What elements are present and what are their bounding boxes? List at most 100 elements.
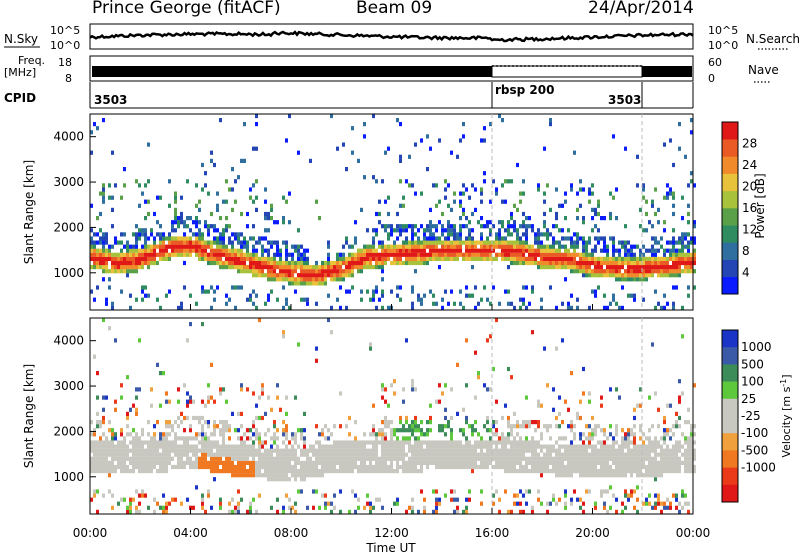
- power-cell: [96, 232, 99, 237]
- power-cell: [315, 301, 318, 306]
- power-cell: [360, 256, 363, 261]
- power-cell: [615, 301, 618, 306]
- velocity-cell: [135, 456, 138, 461]
- power-cell: [411, 256, 414, 261]
- velocity-cell: [516, 456, 519, 461]
- power-cell: [642, 244, 645, 249]
- power-cell: [630, 265, 633, 270]
- velocity-cell: [384, 420, 387, 425]
- power-cell: [237, 236, 240, 241]
- velocity-cell: [135, 505, 138, 510]
- velocity-cell: [396, 456, 399, 461]
- power-cell: [612, 256, 615, 261]
- velocity-cell: [312, 469, 315, 474]
- velocity-cell: [606, 473, 609, 478]
- power-cell: [654, 289, 657, 294]
- velocity-cell: [417, 509, 420, 514]
- velocity-cell: [129, 440, 132, 445]
- velocity-cell: [123, 497, 126, 502]
- power-cell: [672, 273, 675, 278]
- velocity-cell: [240, 440, 243, 445]
- power-cell: [642, 195, 645, 200]
- power-cell: [315, 265, 318, 270]
- power-cell: [336, 256, 339, 261]
- power-cell: [90, 228, 93, 233]
- power-cell: [105, 269, 108, 274]
- velocity-cell: [174, 452, 177, 457]
- velocity-cell: [684, 460, 687, 465]
- velocity-cell: [102, 456, 105, 461]
- power-cell: [183, 252, 186, 257]
- power-cell: [225, 244, 228, 249]
- power-cell: [120, 260, 123, 266]
- power-cell: [327, 252, 330, 257]
- power-cell: [588, 260, 591, 266]
- velocity-cell: [357, 469, 360, 474]
- velocity-cell: [678, 448, 681, 453]
- power-cell: [207, 232, 210, 237]
- power-cell: [246, 224, 249, 229]
- velocity-cell: [678, 501, 681, 506]
- velocity-cell: [480, 489, 483, 494]
- power-cell: [582, 269, 585, 274]
- velocity-cell: [348, 460, 351, 465]
- velocity-cell: [543, 469, 546, 474]
- power-cell: [687, 232, 690, 237]
- power-cell: [276, 273, 279, 278]
- power-cell: [597, 211, 600, 217]
- power-cell: [594, 224, 597, 229]
- velocity-cell: [333, 460, 336, 465]
- velocity-cell: [666, 428, 669, 433]
- power-cell: [420, 248, 423, 253]
- power-cell: [606, 244, 609, 249]
- velocity-cell: [564, 399, 567, 404]
- velocity-cell: [387, 464, 390, 470]
- power-cell: [492, 244, 495, 249]
- power-cell: [405, 179, 408, 184]
- power-cell: [255, 305, 258, 310]
- velocity-cell: [105, 456, 108, 461]
- power-cell: [261, 236, 264, 241]
- power-cell: [438, 220, 441, 225]
- velocity-cell: [105, 448, 108, 453]
- power-cell: [594, 293, 597, 298]
- power-cell: [411, 240, 414, 245]
- velocity-cell: [378, 456, 381, 461]
- power-cell: [306, 277, 309, 282]
- power-cell: [657, 260, 660, 266]
- velocity-cell: [537, 469, 540, 474]
- power-cell: [309, 269, 312, 274]
- velocity-cell: [561, 452, 564, 457]
- velocity-cell: [555, 424, 558, 429]
- power-cell: [363, 252, 366, 257]
- power-cell: [198, 240, 201, 245]
- power-cell: [102, 240, 105, 245]
- velocity-cell: [612, 440, 615, 445]
- velocity-cell: [117, 464, 120, 470]
- power-cell: [342, 256, 345, 261]
- power-cell: [651, 260, 654, 266]
- power-cell: [114, 265, 117, 270]
- power-cell: [633, 277, 636, 282]
- velocity-cell: [183, 383, 186, 388]
- power-cell: [579, 269, 582, 274]
- velocity-cell: [288, 464, 291, 470]
- velocity-cell: [231, 452, 234, 457]
- velocity-cell: [516, 452, 519, 457]
- power-cell: [525, 228, 528, 233]
- power-cell: [402, 244, 405, 249]
- velocity-cell: [546, 501, 549, 506]
- velocity-cell: [153, 509, 156, 514]
- velocity-cell: [237, 411, 240, 416]
- velocity-cell: [522, 452, 525, 457]
- power-cell: [630, 293, 633, 298]
- power-cell: [414, 191, 417, 196]
- power-cell: [123, 232, 126, 237]
- power-cell: [633, 293, 636, 298]
- velocity-cell: [411, 428, 414, 433]
- velocity-cell: [672, 448, 675, 453]
- velocity-cell: [162, 436, 165, 441]
- power-cell: [396, 256, 399, 261]
- velocity-cell: [579, 448, 582, 453]
- velocity-cell: [492, 456, 495, 461]
